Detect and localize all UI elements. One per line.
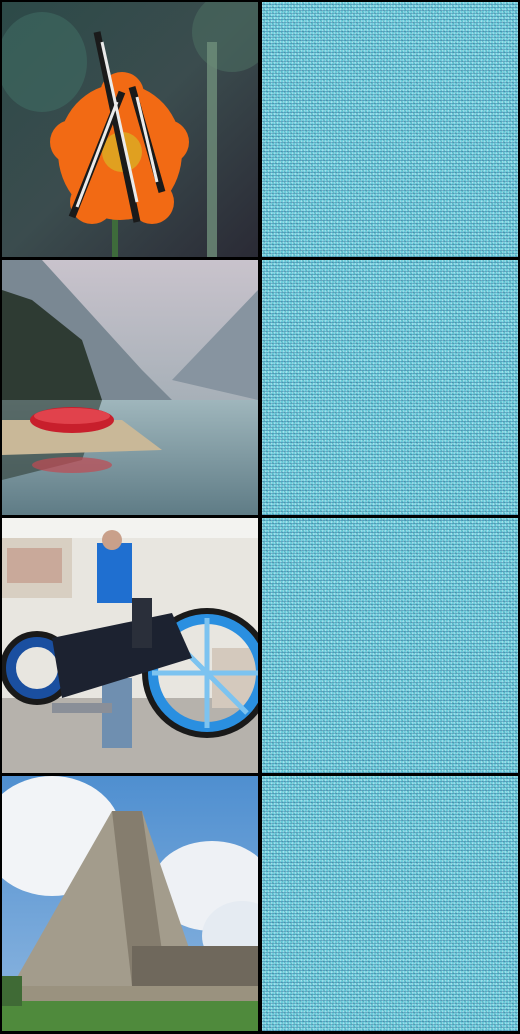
generated-noise-image-1	[262, 2, 518, 257]
original-image-mountain-lake	[2, 260, 258, 515]
generated-noise-image-3	[262, 518, 518, 773]
generated-noise-image-4	[262, 776, 518, 1031]
generated-noise-image-2	[262, 260, 518, 515]
original-image-butterfly	[2, 2, 258, 257]
original-image-motorcycle	[2, 518, 258, 773]
original-image-pyramid	[2, 776, 258, 1031]
